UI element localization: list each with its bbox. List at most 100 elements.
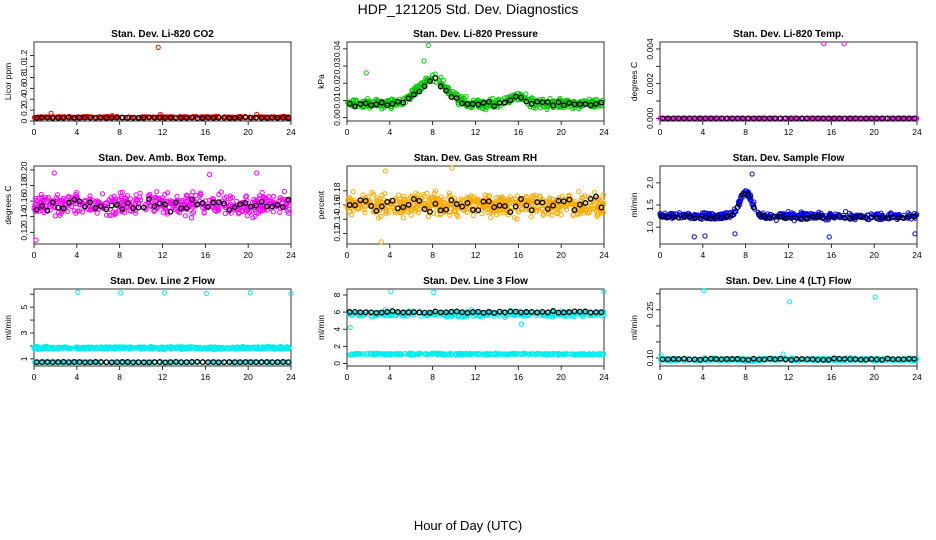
data-point [555,207,561,213]
data-point [346,195,352,201]
data-point [484,207,490,213]
data-point [357,101,364,108]
y-tick-label: 1 [19,356,29,361]
data-point [901,212,907,218]
data-point [183,201,189,207]
x-tick-label: 16 [201,250,211,260]
data-point [900,115,907,122]
data-point [280,359,286,365]
data-point [277,209,283,215]
data-point [68,115,74,121]
data-point [448,91,454,98]
data-point [718,214,725,221]
data-point [44,200,50,206]
data-point [44,359,51,366]
y-tick-label: 2 [332,344,342,349]
data-point [130,205,137,212]
data-point [166,344,172,350]
data-point [73,192,79,198]
data-point [515,209,522,215]
y-axis-label: kPa [316,74,326,89]
data-point [737,198,743,204]
panel-title: Stan. Dev. Line 2 Flow [110,276,215,287]
x-tick-label: 8 [430,127,435,137]
data-point [399,351,405,357]
data-point [352,351,358,358]
x-tick-label: 24 [599,127,609,137]
data-point [57,212,63,218]
y-axis-label: ml/min [3,315,13,340]
data-point [729,115,736,122]
outlier-point [75,289,81,295]
plot-frame [33,41,292,122]
data-point [39,202,45,209]
data-point [906,213,912,220]
data-point [443,309,450,316]
data-point [580,313,586,319]
data-point [467,350,473,356]
y-tick-label: 4 [332,327,342,332]
data-point [404,351,410,357]
data-point [281,188,287,195]
data-point [92,359,99,365]
data-point [528,100,535,107]
data-point [167,208,174,215]
data-point [239,345,245,351]
data-point [352,103,358,110]
data-point [117,190,123,196]
data-point [87,199,94,206]
data-point [793,214,800,221]
y-axis-label: percent [316,190,326,219]
data-point [135,204,142,211]
data-point [490,95,496,102]
data-point [448,93,455,100]
data-point [828,115,834,122]
data-point [362,210,368,216]
y-axis-label: degrees C [629,62,639,101]
panel-title: Stan. Dev. Amb. Box Temp. [98,153,226,164]
data-point [659,115,666,122]
data-point [691,215,698,222]
data-point [420,200,426,206]
x-tick-label: 4 [387,127,392,137]
data-point [580,352,586,358]
x-tick-label: 0 [658,372,663,382]
data-point [242,200,249,206]
x-tick-label: 16 [201,127,211,137]
series-hourly [346,308,605,316]
data-point [362,100,369,107]
data-point [475,308,482,315]
data-point [745,192,752,198]
data-point [593,199,599,205]
data-point [101,345,107,351]
data-point [114,201,120,208]
panel-title: Stan. Dev. Li-820 Temp. [733,29,844,40]
x-tick-label: 8 [117,372,122,382]
data-point [411,352,417,358]
data-point [426,199,432,205]
data-point [182,213,189,219]
x-tick-label: 8 [743,250,748,260]
data-point [173,206,179,212]
data-point [362,197,369,204]
data-point [207,344,214,350]
data-point [65,114,72,121]
data-point [135,115,142,121]
data-point [408,212,414,218]
data-point [140,359,147,366]
y-tick-label: 0.03 [332,58,342,75]
data-point [702,214,709,221]
data-point [68,359,74,365]
data-point [372,209,378,215]
data-point [352,202,358,209]
data-point [489,209,495,215]
panel-4: Stan. Dev. Amb. Box Temp.0 4 8 12 16 20 240.12… [3,153,296,260]
data-point [61,195,67,201]
data-point [103,114,110,121]
data-point [269,359,276,366]
y-tick-label: 8 [332,292,342,297]
outlier-point [207,172,213,178]
data-point [506,351,512,357]
data-point [194,115,201,122]
